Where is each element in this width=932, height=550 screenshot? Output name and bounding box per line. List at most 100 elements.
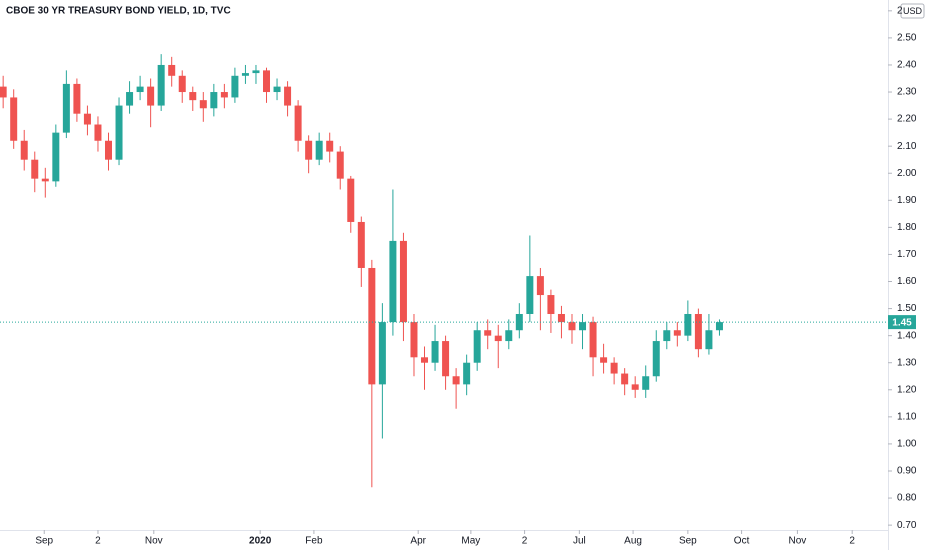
last-price-label: 1.45 — [892, 317, 912, 328]
candle-body — [442, 341, 450, 377]
x-tick-label: Sep — [679, 536, 697, 547]
x-tick-label: Sep — [35, 536, 53, 547]
candle-body — [600, 357, 608, 363]
x-tick-label: Nov — [145, 536, 163, 547]
y-tick-label: 0.80 — [897, 493, 917, 504]
candle-body — [315, 140, 323, 160]
candle-body — [252, 70, 260, 74]
candle-body — [115, 105, 123, 160]
candle-body — [273, 86, 281, 93]
candle-body — [168, 64, 176, 76]
y-tick-label: 2.40 — [897, 60, 917, 71]
y-tick-label: 1.10 — [897, 411, 917, 422]
x-tick-label: Apr — [410, 536, 426, 547]
candle-body — [31, 159, 39, 179]
candle-body — [673, 330, 681, 336]
candle-body — [294, 105, 302, 141]
candle-body — [526, 276, 534, 314]
candle-body — [399, 240, 407, 323]
candle-body — [104, 140, 112, 160]
candle-body — [589, 322, 597, 358]
candle-body — [284, 86, 292, 106]
candle-body — [220, 92, 228, 98]
last-price-badge — [888, 315, 916, 330]
y-tick-label: 2.50 — [897, 33, 917, 44]
candle-body — [210, 92, 218, 109]
candle-body — [421, 357, 429, 363]
candle-body — [231, 75, 239, 98]
candle-body — [136, 86, 144, 93]
candle-body — [652, 341, 660, 377]
candle-body — [705, 330, 713, 350]
candle-body — [83, 113, 91, 125]
candle-body — [452, 376, 460, 385]
y-tick-label: 2.10 — [897, 141, 917, 152]
candle-body — [157, 64, 165, 106]
candle-body — [621, 373, 629, 385]
candle-body — [62, 83, 70, 133]
candle-body — [610, 362, 618, 374]
candle-body — [484, 330, 492, 336]
candle-body — [0, 86, 7, 98]
candle-body — [94, 124, 102, 141]
candle-body — [389, 240, 397, 323]
candle-body — [52, 132, 60, 182]
chart-title: CBOE 30 YR TREASURY BOND YIELD, 1D, TVC — [6, 6, 231, 17]
candle-body — [10, 97, 18, 141]
y-tick-label: 1.50 — [897, 303, 917, 314]
candle-body — [684, 313, 692, 336]
x-tick-label: 2 — [849, 536, 855, 547]
y-tick-label: 1.20 — [897, 384, 917, 395]
candle-body — [41, 178, 49, 182]
candle-body — [305, 140, 313, 160]
currency-badge[interactable] — [900, 3, 925, 19]
candle-body — [73, 83, 81, 114]
candle-body — [410, 322, 418, 358]
candle-body — [473, 330, 481, 363]
x-tick-label: Aug — [624, 536, 642, 547]
y-tick-label: 2.30 — [897, 87, 917, 98]
candle-body — [326, 140, 334, 152]
candle-body — [378, 322, 386, 385]
candle-body — [336, 151, 344, 179]
x-tick-label: 2 — [95, 536, 101, 547]
candle-body — [189, 92, 197, 101]
y-tick-label: 1.90 — [897, 195, 917, 206]
candle-body — [494, 335, 502, 342]
candle-body — [463, 362, 471, 385]
currency-label[interactable]: USD — [903, 6, 923, 16]
y-tick-label: 0.90 — [897, 466, 917, 477]
y-tick-label: 0.70 — [897, 520, 917, 531]
y-tick-label: 1.70 — [897, 249, 917, 260]
candle-body — [631, 384, 639, 390]
x-tick-label: May — [461, 536, 480, 547]
candle-body — [505, 330, 513, 342]
x-tick-label: Nov — [789, 536, 807, 547]
candle-body — [536, 276, 544, 296]
candle-body — [431, 341, 439, 363]
y-tick-label: 1.80 — [897, 222, 917, 233]
y-tick-label: 2.20 — [897, 114, 917, 125]
candle-body — [557, 313, 565, 323]
y-tick-label: 1.00 — [897, 439, 917, 450]
candle-body — [178, 75, 186, 93]
candle-body — [642, 376, 650, 390]
candle-body — [715, 322, 723, 331]
candle-body — [547, 295, 555, 314]
candle-body — [368, 267, 376, 385]
candle-body — [199, 100, 207, 109]
candle-body — [663, 330, 671, 342]
x-tick-label: Jul — [573, 536, 586, 547]
x-tick-label: Feb — [305, 536, 323, 547]
candle-body — [357, 221, 365, 268]
candle-body — [347, 178, 355, 222]
x-tick-label: Oct — [734, 536, 750, 547]
x-tick-label: 2 — [522, 536, 528, 547]
x-tick-label: 2020 — [249, 536, 272, 547]
candle-body — [579, 322, 587, 331]
candle-body — [694, 313, 702, 350]
y-tick-label: 2.00 — [897, 168, 917, 179]
y-tick-label: 1.30 — [897, 357, 917, 368]
